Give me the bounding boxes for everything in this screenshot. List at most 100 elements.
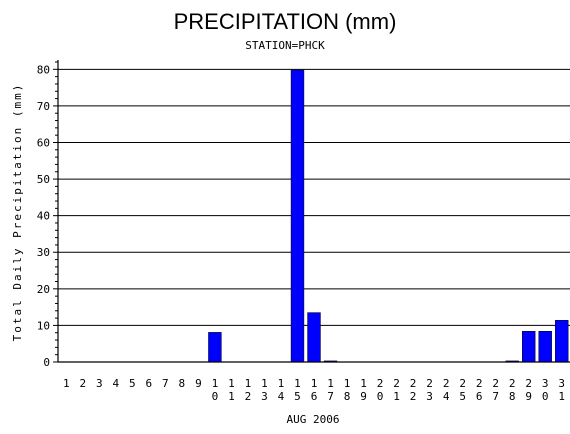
x-tick-char: 3 [96, 377, 103, 390]
x-tick-label: 26 [476, 377, 483, 403]
x-tick-char: 1 [360, 377, 367, 390]
x-tick-label: 20 [377, 377, 384, 403]
x-tick-char: 2 [245, 390, 252, 403]
x-tick-char: 1 [278, 377, 285, 390]
bar [538, 331, 552, 363]
x-tick-label: 5 [129, 377, 136, 390]
x-tick-char: 8 [344, 390, 351, 403]
x-tick-char: 1 [63, 377, 70, 390]
x-tick-char: 1 [393, 390, 400, 403]
x-tick-label: 17 [327, 377, 334, 403]
x-tick-char: 8 [179, 377, 186, 390]
x-tick-char: 1 [558, 390, 565, 403]
bar [307, 312, 321, 363]
x-tick-label: 7 [162, 377, 169, 390]
x-tick-label: 1 [63, 377, 70, 390]
x-tick-char: 1 [327, 377, 334, 390]
y-tick-label: 20 [37, 283, 50, 296]
x-tick-label: 6 [146, 377, 153, 390]
x-tick-char: 0 [212, 390, 219, 403]
x-tick-char: 2 [459, 377, 466, 390]
y-tick-label: 40 [37, 210, 50, 223]
x-tick-label: 16 [311, 377, 318, 403]
x-tick-char: 6 [146, 377, 153, 390]
x-tick-label: 19 [360, 377, 367, 403]
x-tick-label: 12 [245, 377, 252, 403]
x-tick-char: 2 [492, 377, 499, 390]
x-tick-char: 2 [393, 377, 400, 390]
y-tick-label: 70 [37, 100, 50, 113]
x-tick-char: 4 [112, 377, 119, 390]
x-tick-char: 5 [129, 377, 136, 390]
x-tick-char: 1 [344, 377, 351, 390]
x-tick-label: 11 [228, 377, 235, 403]
x-tick-label: 23 [426, 377, 433, 403]
bar [522, 331, 536, 363]
x-tick-char: 1 [228, 377, 235, 390]
y-axis-label: Total Daily Precipitation (mm) [11, 83, 24, 342]
x-tick-label: 29 [525, 377, 532, 403]
x-tick-char: 5 [459, 390, 466, 403]
x-tick-label: 28 [509, 377, 516, 403]
x-tick-char: 2 [79, 377, 86, 390]
x-tick-char: 3 [542, 377, 549, 390]
x-tick-char: 2 [443, 377, 450, 390]
x-tick-char: 1 [245, 377, 252, 390]
x-tick-char: 9 [360, 390, 367, 403]
x-tick-char: 2 [509, 377, 516, 390]
x-tick-label: 30 [542, 377, 549, 403]
x-tick-char: 6 [476, 390, 483, 403]
y-tick-label: 30 [37, 246, 50, 259]
chart-subtitle: STATION=PHCK [245, 39, 325, 52]
x-tick-char: 0 [377, 390, 384, 403]
x-tick-char: 3 [558, 377, 565, 390]
x-tick-char: 1 [228, 390, 235, 403]
y-tick-label: 10 [37, 319, 50, 332]
x-tick-label: 14 [278, 377, 285, 403]
y-tick-label: 80 [37, 63, 50, 76]
x-tick-label: 21 [393, 377, 400, 403]
x-tick-char: 2 [377, 377, 384, 390]
x-tick-char: 2 [410, 377, 417, 390]
x-tick-char: 9 [525, 390, 532, 403]
x-tick-char: 2 [525, 377, 532, 390]
bar [555, 320, 569, 363]
y-ticks: 0 10 20 30 40 50 60 70 80 [37, 61, 58, 369]
x-tick-char: 4 [278, 390, 285, 403]
y-tick-label: 60 [37, 136, 50, 149]
x-tick-label: 13 [261, 377, 268, 403]
x-tick-char: 3 [426, 390, 433, 403]
y-tick-label: 50 [37, 173, 50, 186]
x-tick-char: 4 [443, 390, 450, 403]
x-tick-label: 18 [344, 377, 351, 403]
x-tick-label: 3 [96, 377, 103, 390]
bar [208, 332, 222, 363]
x-tick-char: 6 [311, 390, 318, 403]
y-tick-label: 0 [43, 356, 50, 369]
x-tick-char: 8 [509, 390, 516, 403]
x-tick-char: 5 [294, 390, 301, 403]
x-tick-char: 0 [542, 390, 549, 403]
x-tick-char: 7 [162, 377, 169, 390]
chart-title: PRECIPITATION (mm) [174, 9, 397, 34]
x-tick-label: 24 [443, 377, 450, 403]
x-axis-label: AUG 2006 [287, 413, 340, 426]
axes [57, 60, 570, 363]
x-tick-label: 31 [558, 377, 565, 403]
x-tick-label: 9 [195, 377, 202, 390]
x-ticks: 1 2 3 4 5 6 7 8 9 1011121314151617181920212223242… [63, 377, 565, 403]
x-tick-char: 3 [261, 390, 268, 403]
bar [290, 69, 305, 363]
grid [58, 68, 570, 326]
x-tick-char: 1 [212, 377, 219, 390]
x-tick-label: 8 [179, 377, 186, 390]
x-tick-char: 1 [261, 377, 268, 390]
x-tick-label: 2 [79, 377, 86, 390]
x-tick-char: 7 [492, 390, 499, 403]
x-tick-char: 2 [426, 377, 433, 390]
x-tick-label: 22 [410, 377, 417, 403]
x-tick-char: 7 [327, 390, 334, 403]
x-tick-label: 4 [112, 377, 119, 390]
